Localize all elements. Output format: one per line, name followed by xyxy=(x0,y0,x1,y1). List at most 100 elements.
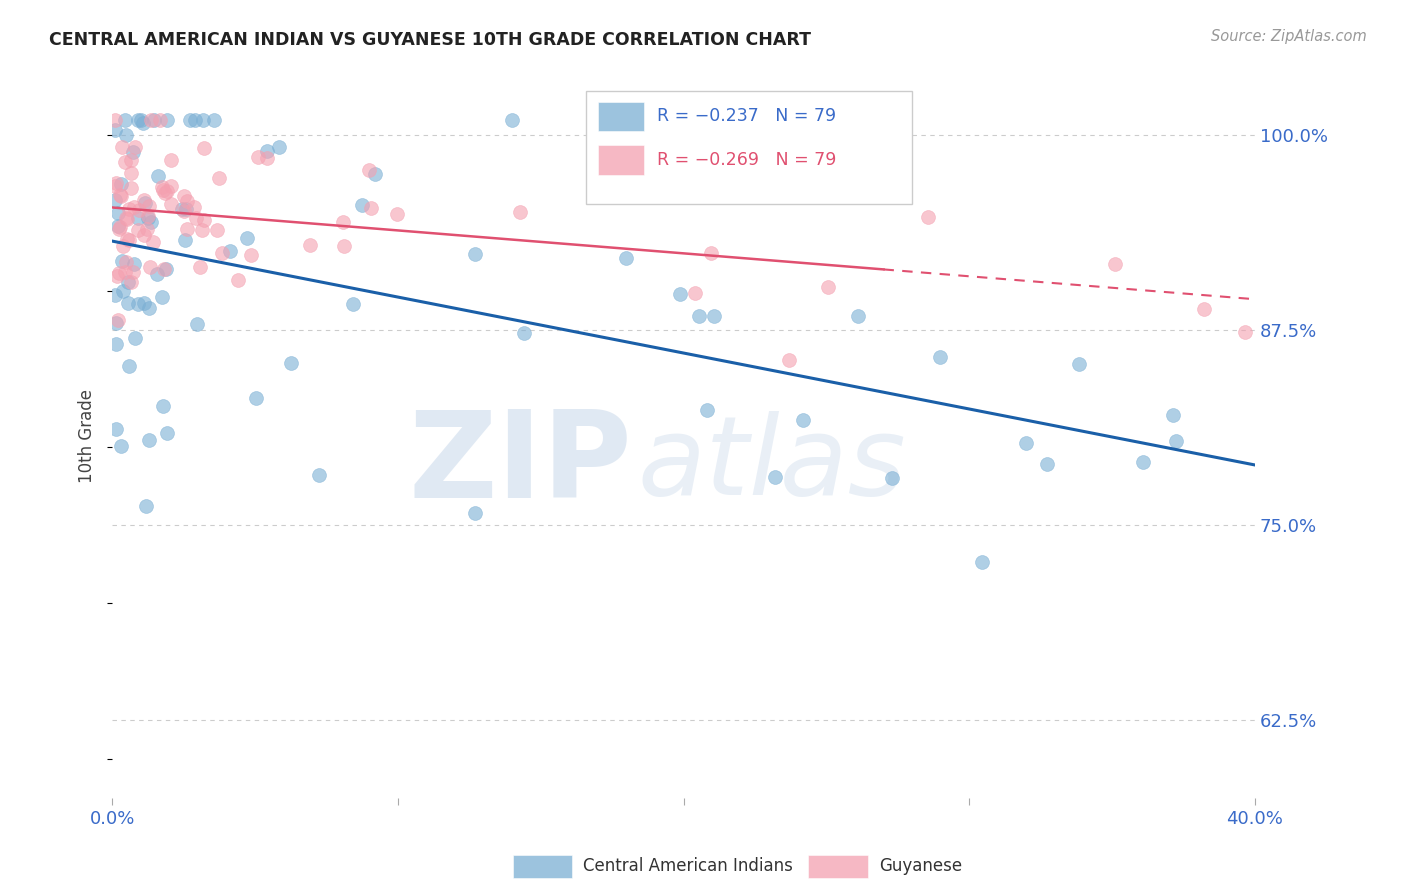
Point xyxy=(1132,455,1154,469)
Point xyxy=(115,212,138,227)
Point xyxy=(183,201,205,215)
Point xyxy=(1234,325,1257,339)
Point xyxy=(118,202,141,216)
Point xyxy=(817,280,839,294)
Point xyxy=(138,209,160,223)
Point xyxy=(127,297,149,311)
Point xyxy=(138,260,160,274)
Point xyxy=(464,506,486,520)
Point xyxy=(1161,408,1184,422)
Point xyxy=(917,211,939,225)
Point xyxy=(104,287,127,301)
Point xyxy=(127,112,149,127)
Bar xyxy=(598,102,644,131)
Text: Guyanese: Guyanese xyxy=(879,857,962,875)
Point xyxy=(1067,357,1090,371)
Text: atlas: atlas xyxy=(638,411,907,518)
Point xyxy=(208,170,231,185)
Point xyxy=(186,317,208,331)
Text: R = −0.269   N = 79: R = −0.269 N = 79 xyxy=(657,151,837,169)
Point xyxy=(105,316,128,330)
Point xyxy=(117,296,139,310)
Point xyxy=(385,207,408,221)
Point xyxy=(699,245,721,260)
Point xyxy=(142,235,165,249)
Point xyxy=(110,439,132,453)
Point xyxy=(114,264,136,278)
Point xyxy=(205,223,228,237)
Bar xyxy=(598,145,644,175)
Point xyxy=(350,198,373,212)
Point xyxy=(120,153,142,167)
Text: ZIP: ZIP xyxy=(408,406,633,523)
Point xyxy=(138,301,160,315)
Point xyxy=(501,112,523,127)
Point xyxy=(108,187,131,202)
Point xyxy=(118,359,141,373)
Point xyxy=(928,351,950,365)
Point xyxy=(236,231,259,245)
Point xyxy=(152,262,174,277)
Point xyxy=(114,154,136,169)
Point xyxy=(115,255,138,269)
Point xyxy=(202,112,225,127)
Point xyxy=(134,196,156,211)
Point xyxy=(179,112,201,127)
Point xyxy=(188,260,211,274)
Point xyxy=(111,254,134,268)
Point xyxy=(141,112,163,127)
Point xyxy=(848,309,870,323)
Point xyxy=(104,176,127,190)
Point xyxy=(135,499,157,513)
Point xyxy=(136,211,159,226)
Point xyxy=(117,275,139,289)
Point xyxy=(104,178,127,193)
Point xyxy=(150,290,173,304)
Point xyxy=(104,112,127,127)
Point xyxy=(184,211,207,226)
Point xyxy=(120,275,142,289)
Point xyxy=(132,227,155,242)
Point xyxy=(183,112,205,127)
Point xyxy=(124,140,146,154)
Point xyxy=(122,265,145,279)
Point xyxy=(111,239,134,253)
Point xyxy=(792,413,814,427)
Y-axis label: 10th Grade: 10th Grade xyxy=(79,389,96,483)
Point xyxy=(152,399,174,413)
Point xyxy=(1192,302,1215,317)
Point xyxy=(688,309,710,323)
Point xyxy=(107,219,129,234)
Point xyxy=(127,211,149,226)
Point xyxy=(267,140,290,154)
Point xyxy=(170,202,193,216)
Point xyxy=(779,352,801,367)
Point xyxy=(111,140,134,154)
Point xyxy=(150,179,173,194)
Point xyxy=(1104,257,1126,271)
Point xyxy=(139,215,162,229)
Point xyxy=(193,141,215,155)
Point xyxy=(138,433,160,447)
Point xyxy=(107,313,129,327)
Point xyxy=(156,184,179,198)
Point xyxy=(124,331,146,345)
Point xyxy=(115,232,138,246)
Point xyxy=(136,222,159,236)
Point xyxy=(156,426,179,441)
Point xyxy=(226,273,249,287)
Point xyxy=(128,202,150,217)
Point xyxy=(155,186,177,200)
Point xyxy=(703,309,725,323)
Point xyxy=(880,471,903,485)
Point xyxy=(107,206,129,220)
Point xyxy=(683,285,706,300)
Text: CENTRAL AMERICAN INDIAN VS GUYANESE 10TH GRADE CORRELATION CHART: CENTRAL AMERICAN INDIAN VS GUYANESE 10TH… xyxy=(49,31,811,49)
FancyBboxPatch shape xyxy=(586,91,912,203)
Point xyxy=(360,202,382,216)
Point xyxy=(972,555,994,569)
Point xyxy=(256,152,278,166)
Text: Central American Indians: Central American Indians xyxy=(583,857,793,875)
Point xyxy=(211,246,233,260)
Point xyxy=(120,180,142,194)
